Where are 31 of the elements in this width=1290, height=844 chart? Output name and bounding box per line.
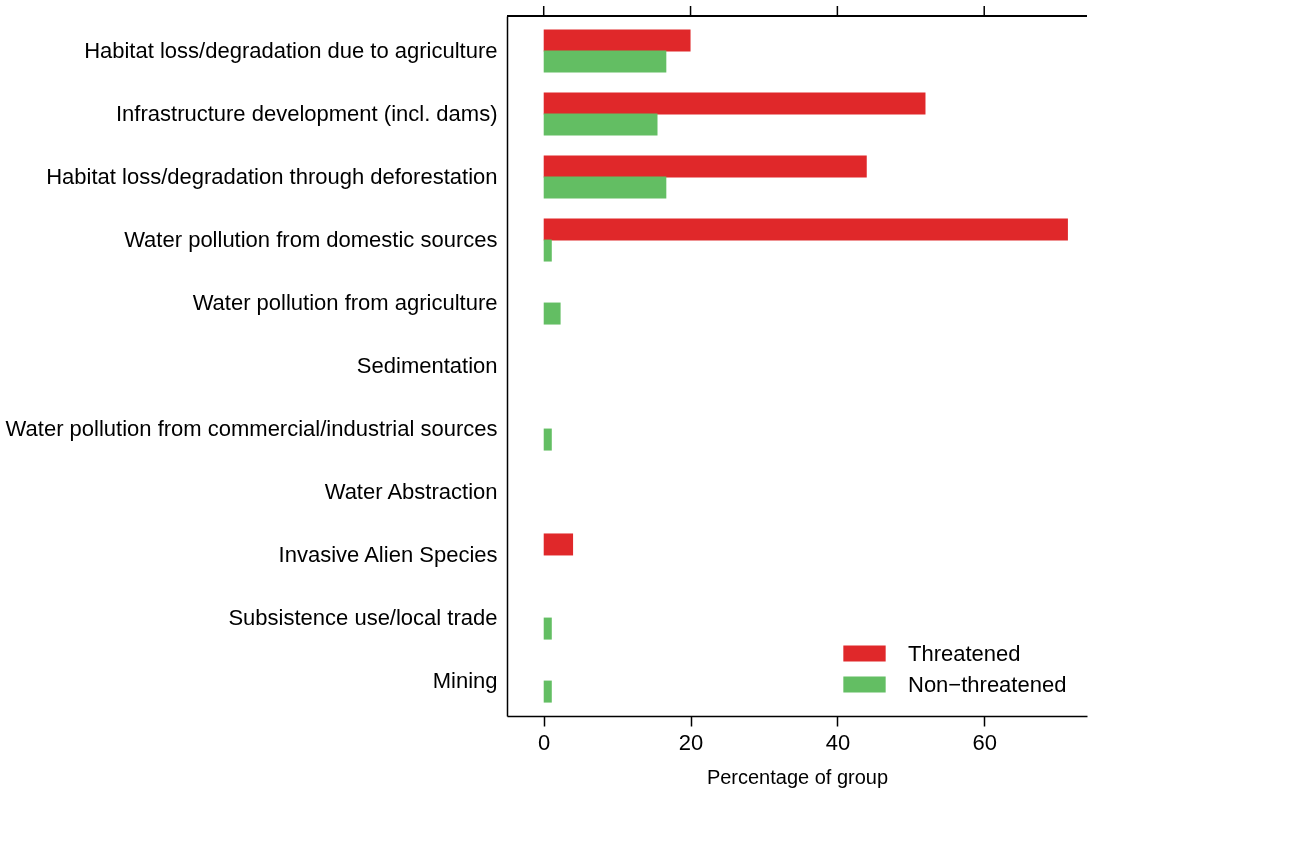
bar	[543, 239, 552, 262]
bar	[543, 428, 552, 451]
y-tick-label: Subsistence use/local trade	[228, 605, 498, 631]
y-tick-label: Sedimentation	[356, 353, 498, 378]
bar	[543, 29, 691, 52]
y-tick-label: Infrastructure development (incl. dams)	[116, 100, 498, 126]
bar	[543, 92, 926, 115]
bar	[543, 155, 867, 178]
bar	[543, 302, 561, 325]
x-axis-title: Percentage of group	[706, 765, 889, 788]
x-tick-label: 0	[538, 729, 551, 755]
bar	[543, 680, 552, 703]
bar	[543, 617, 552, 640]
y-tick-label: Water pollution from agriculture	[192, 289, 498, 315]
y-tick-label: Water pollution from commercial/industrial sources	[5, 416, 498, 442]
x-tick-label: 60	[972, 729, 997, 755]
y-tick-label: Water Abstraction	[324, 479, 498, 505]
bar	[543, 50, 667, 73]
y-tick-label: Water pollution from domestic sources	[124, 226, 498, 252]
y-tick-label: Invasive Alien Species	[278, 542, 498, 568]
y-tick-label: Mining	[432, 668, 498, 694]
y-tick-label: Habitat loss/degradation through deforestation	[46, 163, 498, 189]
bar	[543, 113, 658, 136]
bar	[543, 176, 667, 199]
y-tick-label: Habitat loss/degradation due to agriculture	[84, 37, 498, 63]
x-tick-label: 40	[825, 729, 851, 755]
legend-label: Non−threatened	[908, 671, 1067, 697]
bar	[543, 218, 1068, 241]
bar	[543, 533, 574, 556]
x-tick-label: 20	[678, 729, 704, 755]
legend-label: Threatened	[908, 640, 1021, 666]
